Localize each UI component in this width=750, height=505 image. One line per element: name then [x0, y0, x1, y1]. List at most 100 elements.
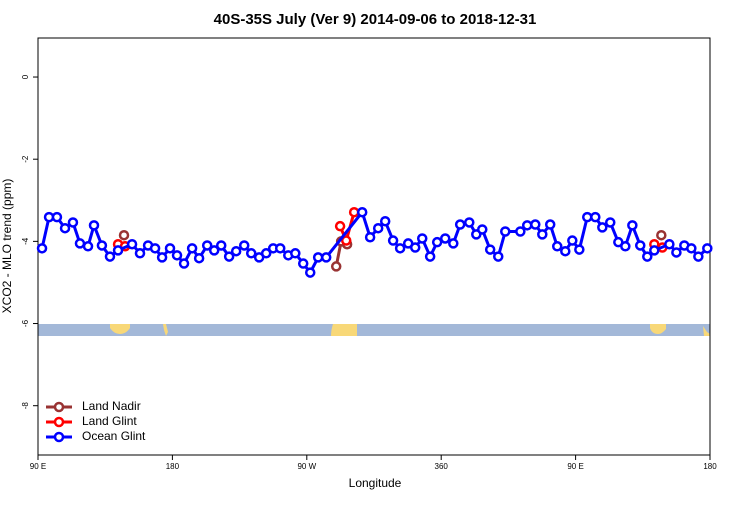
y-tick-label: -2 — [21, 155, 30, 163]
point — [671, 247, 682, 258]
point — [340, 235, 352, 246]
point — [372, 222, 384, 234]
point — [348, 206, 360, 218]
point — [134, 248, 146, 259]
point — [642, 251, 653, 262]
point — [364, 232, 376, 243]
point — [492, 251, 504, 262]
land-blob — [163, 324, 168, 336]
point — [597, 222, 608, 233]
point — [424, 251, 436, 262]
point — [635, 240, 646, 251]
point — [334, 220, 346, 232]
point — [126, 238, 138, 250]
point — [208, 245, 220, 256]
point — [312, 252, 324, 263]
point — [238, 240, 250, 251]
legend-label: Ocean Glint — [82, 429, 146, 443]
land-strip — [38, 324, 710, 336]
point — [118, 229, 130, 241]
point — [230, 245, 242, 257]
point — [67, 217, 79, 228]
point — [620, 241, 631, 252]
y-tick-label: -6 — [21, 319, 30, 327]
point — [627, 220, 638, 231]
legend-marker — [53, 401, 65, 413]
point — [171, 250, 183, 261]
point — [686, 243, 697, 254]
point — [164, 243, 176, 254]
point — [537, 229, 548, 240]
land-blob — [331, 324, 357, 336]
x-tick-label: 90 E — [30, 462, 46, 471]
point — [74, 238, 86, 249]
point — [51, 211, 63, 223]
x-tick-label: 90 E — [567, 462, 583, 471]
point — [304, 267, 316, 278]
point — [439, 233, 451, 244]
point — [500, 226, 511, 237]
point — [551, 241, 563, 252]
point — [178, 258, 190, 269]
point — [112, 245, 124, 256]
x-tick-label: 90 W — [297, 462, 316, 471]
point — [416, 233, 428, 244]
point — [477, 224, 488, 235]
point — [36, 243, 48, 254]
point — [567, 235, 578, 246]
point — [245, 248, 257, 259]
point — [297, 258, 309, 269]
point — [290, 248, 301, 259]
point — [186, 243, 198, 254]
point — [104, 251, 116, 262]
y-tick-label: -4 — [21, 237, 30, 245]
land-blob — [703, 326, 710, 336]
point — [574, 244, 585, 255]
point — [560, 245, 571, 257]
point — [201, 240, 213, 251]
legend-marker — [53, 431, 65, 443]
point — [656, 229, 667, 241]
point — [530, 219, 541, 230]
y-tick-label: -8 — [21, 402, 30, 410]
point — [521, 220, 533, 231]
point — [320, 252, 332, 263]
point — [448, 238, 459, 249]
point — [156, 252, 168, 263]
point — [59, 222, 71, 234]
y-tick-label: 0 — [21, 74, 30, 79]
point — [387, 235, 399, 246]
point — [96, 240, 108, 251]
point — [454, 219, 466, 230]
point — [664, 238, 675, 250]
point — [515, 226, 526, 237]
x-tick-label: 180 — [166, 462, 180, 471]
point — [149, 243, 161, 254]
legend-marker — [53, 416, 65, 428]
point — [581, 211, 593, 223]
point — [193, 252, 205, 264]
plot-frame — [37, 37, 711, 456]
point — [702, 243, 713, 254]
point — [88, 220, 100, 231]
land-blob — [110, 324, 130, 334]
point — [260, 248, 272, 259]
point — [484, 244, 496, 255]
point — [356, 206, 368, 218]
point — [330, 261, 342, 272]
land-blob — [650, 324, 666, 334]
point — [693, 251, 704, 262]
point — [82, 241, 94, 252]
point — [464, 217, 475, 228]
legend-label: Land Glint — [82, 414, 137, 428]
point — [379, 215, 391, 227]
chart-title: 40S-35S July (Ver 9) 2014-09-06 to 2018-… — [214, 11, 537, 28]
point — [223, 251, 235, 262]
legend-label: Land Nadir — [82, 399, 141, 413]
ocean-band — [38, 324, 710, 336]
point — [431, 236, 443, 248]
point — [604, 217, 616, 228]
point — [394, 243, 406, 254]
point — [409, 242, 421, 253]
